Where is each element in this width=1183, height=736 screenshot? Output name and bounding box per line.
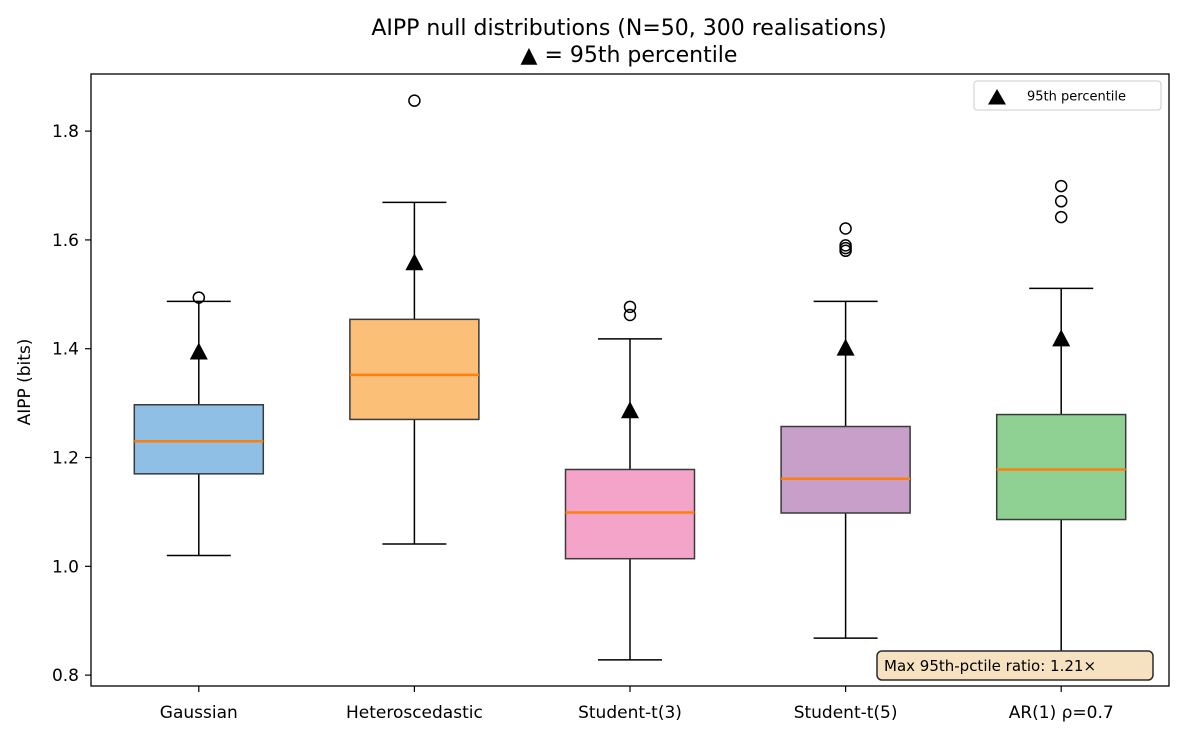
p95-marker: [189, 342, 208, 360]
outlier-point: [1054, 179, 1068, 193]
y-tick-label: 1.6: [52, 231, 79, 251]
chart-title: AIPP null distributions (N=50, 300 reali…: [371, 16, 886, 41]
outlier-point: [623, 308, 637, 322]
x-tick-label: Student-t(5): [794, 703, 898, 723]
legend-triangle-marker: [988, 89, 1006, 105]
iqr-box: [133, 404, 265, 475]
y-axis-label: AIPP (bits): [15, 339, 35, 426]
p95-marker: [836, 338, 855, 356]
y-tick-label: 1.4: [52, 340, 79, 360]
x-tick-label: Student-t(3): [578, 703, 682, 723]
outlier-point: [623, 300, 637, 314]
p95-marker: [621, 401, 639, 419]
y-axis: 0.8 1.0 1.2 1.4 1.6 1.8: [52, 122, 91, 686]
box-group: [995, 179, 1127, 660]
iqr-box: [780, 425, 911, 514]
iqr-box: [349, 318, 480, 421]
outlier-point: [1054, 210, 1068, 224]
legend-label: 95th percentile: [1027, 90, 1126, 105]
outlier-point: [1054, 195, 1068, 208]
outlier-point: [839, 239, 852, 252]
outlier-point: [839, 241, 852, 255]
box-group: [780, 222, 911, 639]
ratio-annotation: Max 95th-pctile ratio: 1.21×: [876, 650, 1154, 681]
y-tick-label: 1.8: [52, 122, 79, 142]
box-group: [564, 300, 696, 661]
plot-frame: [90, 73, 1170, 687]
y-tick-label: 1.0: [52, 557, 79, 577]
outlier-point: [192, 291, 206, 304]
p95-marker: [1052, 329, 1071, 347]
chart-subtitle: ▲ = 95th percentile: [521, 43, 738, 68]
outlier-point: [839, 222, 852, 235]
iqr-box: [995, 413, 1127, 521]
x-axis: Gaussian Heteroscedastic Student-t(3) Stude…: [160, 686, 1114, 723]
legend-box: [973, 80, 1162, 111]
x-tick-label: AR(1) ρ=0.7: [1009, 703, 1114, 723]
y-tick-label: 1.2: [52, 449, 79, 469]
y-tick-label: 0.8: [52, 666, 79, 686]
x-tick-label: Heteroscedastic: [346, 703, 483, 723]
x-tick-label: Gaussian: [160, 703, 238, 723]
outlier-point: [408, 94, 421, 107]
plot-area: [133, 94, 1127, 661]
box-group: [349, 94, 480, 545]
p95-marker: [405, 253, 424, 271]
iqr-box: [564, 468, 696, 560]
legend: 95th percentile: [973, 80, 1162, 111]
box-group: [133, 291, 265, 557]
annotation-box: [876, 650, 1154, 681]
annotation-text: Max 95th-pctile ratio: 1.21×: [884, 657, 1096, 675]
